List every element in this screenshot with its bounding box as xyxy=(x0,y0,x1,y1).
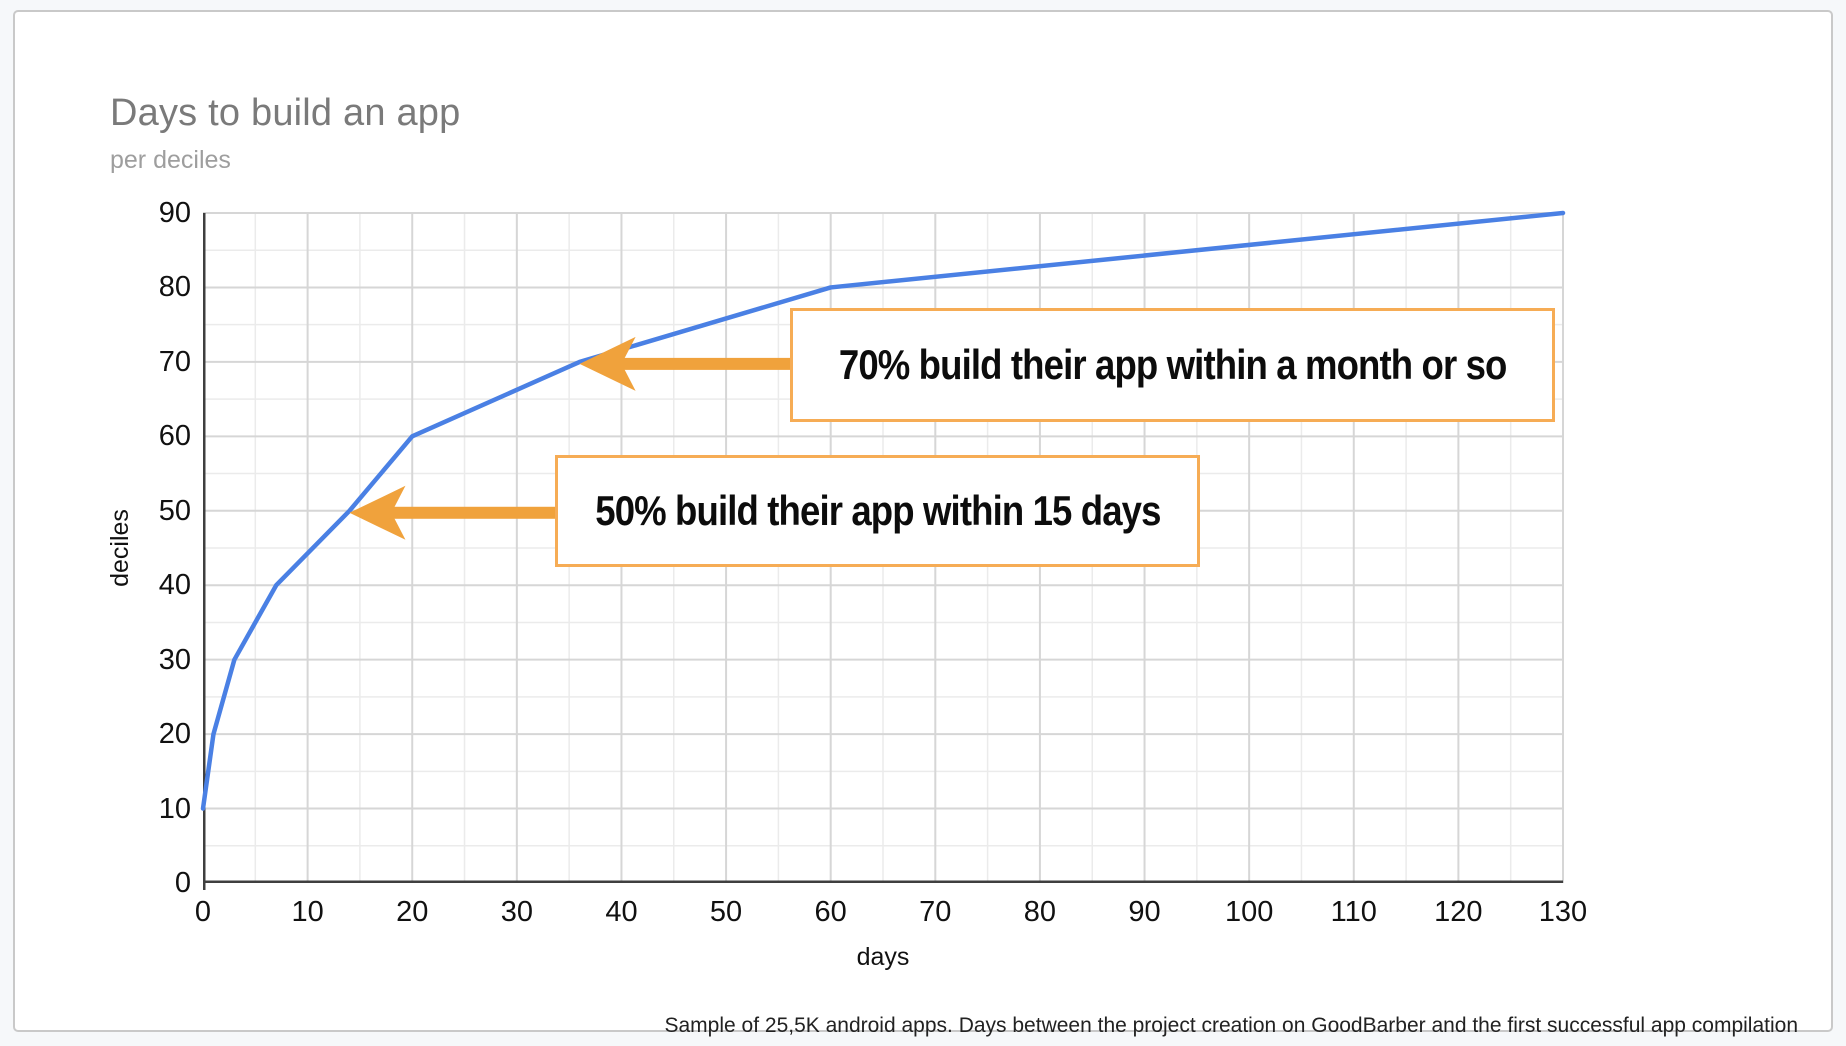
x-tick-label: 10 xyxy=(291,896,324,928)
chart-subtitle: per deciles xyxy=(110,146,231,174)
y-tick-label: 90 xyxy=(158,197,191,229)
annotation-arrow-head xyxy=(579,336,636,391)
annotation-arrow-shaft xyxy=(389,506,555,519)
x-tick-label: 100 xyxy=(1224,896,1274,928)
y-tick-label: 30 xyxy=(158,643,191,676)
x-tick-label: 80 xyxy=(1023,896,1057,928)
x-tick-label: 90 xyxy=(1128,896,1161,928)
x-tick-label: 40 xyxy=(605,896,638,928)
x-tick-label: 110 xyxy=(1330,896,1377,928)
annotation-arrow-head xyxy=(349,485,406,540)
y-tick-label: 80 xyxy=(158,271,191,304)
chart-title: Days to build an app xyxy=(110,92,461,134)
chart-card: Days to build an app per deciles 0 10 20 30… xyxy=(13,10,1833,1037)
annotation-arrow-shaft xyxy=(619,357,790,370)
x-tick-label: 130 xyxy=(1538,896,1588,928)
x-tick-label: 50 xyxy=(709,896,743,928)
decile-curve xyxy=(200,210,1566,811)
x-tick-label: 30 xyxy=(500,896,533,928)
y-tick-label: 20 xyxy=(158,718,191,751)
y-tick-label: 40 xyxy=(158,569,191,602)
x-tick-label: 120 xyxy=(1434,896,1483,928)
annotation-text-50-percent: 50% build their app within 15 days xyxy=(594,487,1161,534)
x-tick-label: 20 xyxy=(396,896,429,928)
x-axis-title: days xyxy=(856,943,910,971)
x-tick-label: 60 xyxy=(814,896,847,928)
annotation-box-50-percent: 50% build their app within 15 days xyxy=(555,455,1200,567)
annotation-box-70-percent: 70% build their app within a month or so xyxy=(790,308,1555,422)
x-tick-label: 0 xyxy=(194,896,212,928)
y-tick-label: 60 xyxy=(158,420,191,453)
y-tick-label: 50 xyxy=(158,494,191,527)
y-axis-title: deciles xyxy=(106,509,134,587)
annotation-text-70-percent: 70% build their app within a month or so xyxy=(838,341,1507,388)
y-tick-label: 70 xyxy=(158,345,191,378)
y-tick-label: 0 xyxy=(174,867,191,899)
y-tick-label: 10 xyxy=(158,792,191,825)
x-tick-label: 70 xyxy=(919,896,952,928)
footer-note: Sample of 25,5K android apps. Days betwe… xyxy=(664,1014,1799,1037)
